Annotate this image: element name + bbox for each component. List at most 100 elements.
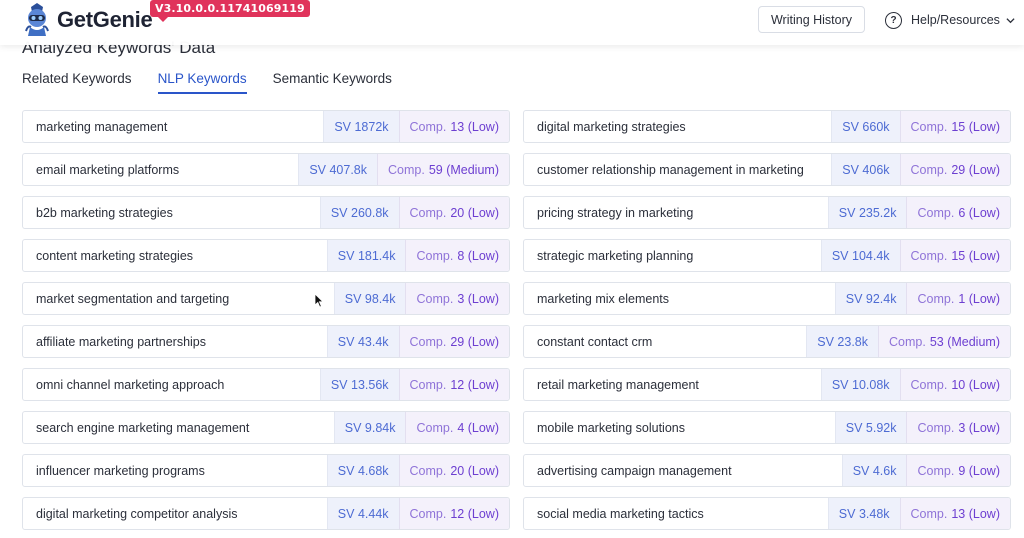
help-resources-menu[interactable]: ? Help/Resources xyxy=(885,8,1015,32)
competition-label: Comp. xyxy=(388,162,425,177)
competition-label: Comp. xyxy=(409,506,447,521)
competition-value: 15 (Low) xyxy=(951,248,1000,263)
competition-label: Comp. xyxy=(917,291,955,306)
keyword-text: pricing strategy in marketing xyxy=(537,205,694,220)
keyword-card[interactable]: pricing strategy in marketing SV 235.2k Co… xyxy=(523,196,1011,229)
keyword-text: retail marketing management xyxy=(537,377,699,392)
search-volume-badge: SV 1872k xyxy=(323,111,399,142)
competition-value: 12 (Low) xyxy=(450,506,499,521)
competition-value: 8 (Low) xyxy=(457,248,499,263)
keyword-text: content marketing strategies xyxy=(36,248,194,263)
competition-badge: Comp. 53 (Medium) xyxy=(878,326,1010,357)
search-volume-badge: SV 5.92k xyxy=(834,412,907,443)
competition-badge: Comp. 9 (Low) xyxy=(906,455,1010,486)
keyword-text: affiliate marketing partnerships xyxy=(36,334,206,349)
keyword-text: digital marketing strategies xyxy=(537,119,686,134)
keyword-text: omni channel marketing approach xyxy=(36,377,225,392)
keyword-text: customer relationship management in mark… xyxy=(537,162,804,177)
keyword-card[interactable]: digital marketing competitor analysis SV … xyxy=(22,497,510,530)
keyword-card[interactable]: content marketing strategies SV 181.4k Com… xyxy=(22,239,510,272)
keyword-card[interactable]: customer relationship management in mark… xyxy=(523,153,1011,186)
writing-history-button[interactable]: Writing History xyxy=(758,6,865,33)
search-volume-badge: SV 4.44k xyxy=(326,498,399,529)
competition-label: Comp. xyxy=(416,420,454,435)
brand-name: GetGenie xyxy=(57,7,153,32)
keyword-tabs: Related Keywords NLP Keywords Semantic K… xyxy=(22,71,418,94)
competition-value: 10 (Low) xyxy=(951,377,1000,392)
search-volume-badge: SV 13.56k xyxy=(319,369,399,400)
search-volume-badge: SV 104.4k xyxy=(820,240,900,271)
keyword-card[interactable]: affiliate marketing partnerships SV 43.4k… xyxy=(22,325,510,358)
keyword-card[interactable]: marketing management SV 1872k Comp. 13 (Low… xyxy=(22,110,510,143)
keyword-text: influencer marketing programs xyxy=(36,463,205,478)
keyword-text: social media marketing tactics xyxy=(537,506,704,521)
search-volume-badge: SV 406k xyxy=(831,154,900,185)
keyword-card[interactable]: mobile marketing solutions SV 5.92k Comp. 3… xyxy=(523,411,1011,444)
keyword-card[interactable]: market segmentation and targeting SV 98.4… xyxy=(22,282,510,315)
competition-label: Comp. xyxy=(409,377,447,392)
search-volume-badge: SV 660k xyxy=(831,111,900,142)
keyword-text: constant contact crm xyxy=(537,334,653,349)
genie-mascot-icon xyxy=(22,3,52,37)
competition-label: Comp. xyxy=(409,334,447,349)
competition-badge: Comp. 20 (Low) xyxy=(398,455,509,486)
competition-badge: Comp. 20 (Low) xyxy=(398,197,509,228)
keyword-text: search engine marketing management xyxy=(36,420,250,435)
competition-value: 13 (Low) xyxy=(450,119,499,134)
competition-value: 53 (Medium) xyxy=(929,334,1000,349)
competition-badge: Comp. 13 (Low) xyxy=(398,111,509,142)
competition-value: 59 (Medium) xyxy=(428,162,499,177)
keyword-card[interactable]: social media marketing tactics SV 3.48k Co… xyxy=(523,497,1011,530)
keyword-text: strategic marketing planning xyxy=(537,248,694,263)
competition-value: 29 (Low) xyxy=(951,162,1000,177)
search-volume-badge: SV 235.2k xyxy=(827,197,907,228)
search-volume-badge: SV 23.8k xyxy=(806,326,878,357)
search-volume-badge: SV 92.4k xyxy=(834,283,907,314)
search-volume-badge: SV 3.48k xyxy=(827,498,900,529)
competition-label: Comp. xyxy=(917,463,955,478)
competition-label: Comp. xyxy=(416,291,454,306)
tab-semantic-keywords[interactable]: Semantic Keywords xyxy=(272,71,392,86)
keyword-card[interactable]: digital marketing strategies SV 660k Comp.… xyxy=(523,110,1011,143)
competition-value: 3 (Low) xyxy=(457,291,499,306)
search-volume-badge: SV 181.4k xyxy=(326,240,406,271)
competition-label: Comp. xyxy=(409,205,447,220)
competition-value: 6 (Low) xyxy=(958,205,1000,220)
keyword-card[interactable]: advertising campaign management SV 4.6k Co… xyxy=(523,454,1011,487)
competition-badge: Comp. 4 (Low) xyxy=(405,412,509,443)
search-volume-badge: SV 260.8k xyxy=(319,197,399,228)
competition-badge: Comp. 3 (Low) xyxy=(906,412,1010,443)
keyword-card[interactable]: search engine marketing management SV 9.8… xyxy=(22,411,510,444)
competition-value: 15 (Low) xyxy=(951,119,1000,134)
competition-badge: Comp. 8 (Low) xyxy=(405,240,509,271)
keyword-card[interactable]: influencer marketing programs SV 4.68k Com… xyxy=(22,454,510,487)
search-volume-badge: SV 4.6k xyxy=(841,455,907,486)
search-volume-badge: SV 407.8k xyxy=(298,154,377,185)
keyword-card[interactable]: b2b marketing strategies SV 260.8k Comp. 20… xyxy=(22,196,510,229)
top-header: GetGenie V3.10.0.0.11741069119 Writing H… xyxy=(0,0,1024,45)
search-volume-badge: SV 4.68k xyxy=(326,455,399,486)
keyword-text: market segmentation and targeting xyxy=(36,291,230,306)
keyword-text: email marketing platforms xyxy=(36,162,180,177)
question-icon: ? xyxy=(885,11,902,29)
keyword-card[interactable]: retail marketing management SV 10.08k Comp… xyxy=(523,368,1011,401)
keyword-card[interactable]: marketing mix elements SV 92.4k Comp. 1 (Lo… xyxy=(523,282,1011,315)
keyword-text: b2b marketing strategies xyxy=(36,205,173,220)
keyword-card[interactable]: omni channel marketing approach SV 13.56k… xyxy=(22,368,510,401)
competition-badge: Comp. 6 (Low) xyxy=(906,197,1010,228)
competition-value: 12 (Low) xyxy=(450,377,499,392)
competition-label: Comp. xyxy=(910,119,948,134)
keyword-card[interactable]: constant contact crm SV 23.8k Comp. 53 (Med… xyxy=(523,325,1011,358)
tab-related-keywords[interactable]: Related Keywords xyxy=(22,71,132,86)
version-badge: V3.10.0.0.11741069119 xyxy=(150,0,310,22)
keyword-card[interactable]: email marketing platforms SV 407.8k Comp. 5… xyxy=(22,153,510,186)
keyword-card[interactable]: strategic marketing planning SV 104.4k Com… xyxy=(523,239,1011,272)
competition-label: Comp. xyxy=(409,463,447,478)
competition-value: 20 (Low) xyxy=(450,463,499,478)
competition-label: Comp. xyxy=(910,162,948,177)
competition-value: 9 (Low) xyxy=(958,463,1000,478)
search-volume-badge: SV 98.4k xyxy=(333,283,406,314)
tab-nlp-keywords[interactable]: NLP Keywords xyxy=(157,71,247,94)
competition-label: Comp. xyxy=(917,420,955,435)
brand-logo[interactable]: GetGenie xyxy=(22,3,153,37)
